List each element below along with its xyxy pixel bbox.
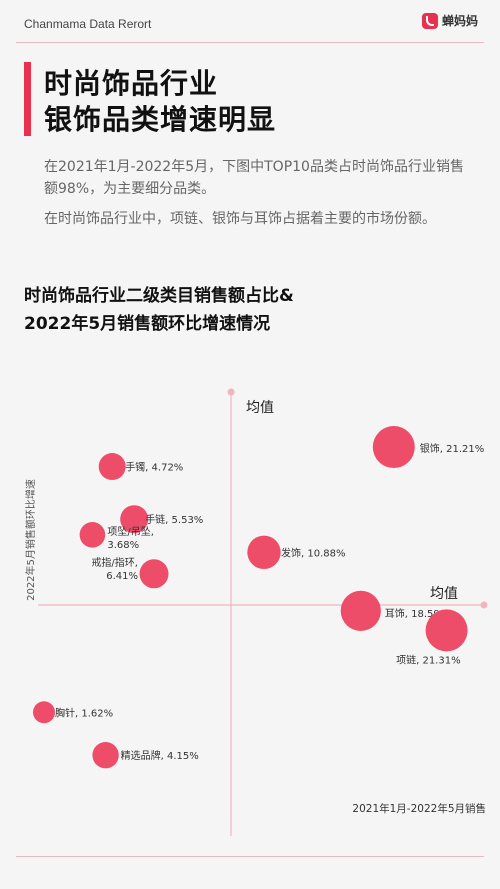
logo-icon [421, 12, 438, 29]
x-mean-label: 均值 [430, 586, 458, 602]
logo-text: 蝉妈妈 [441, 14, 478, 28]
description-paragraph-1: 在2021年1月-2022年5月，下图中TOP10品类占时尚饰品行业销售额98%… [44, 159, 464, 197]
title-accent-bar [24, 62, 31, 136]
chart-title-line-2: 2022年5月销售额环比增速情况 [24, 314, 271, 334]
bubble-label: 胸针, 1.62% [55, 706, 113, 719]
bubble-label: 银饰, 21.21% [420, 442, 485, 455]
y-axis-end-dot [227, 388, 235, 396]
bubble-point [425, 609, 468, 652]
description-paragraph-2: 在时尚饰品行业中，项链、银饰与耳饰占据着主要的市场份额。 [44, 211, 436, 227]
x-axis-end-dot [480, 601, 488, 609]
bubble-point [120, 505, 149, 534]
x-axis-title: 2021年1月-2022年5月销售 [352, 802, 486, 815]
bubble-point [247, 535, 281, 570]
bubble-point [98, 453, 126, 481]
page-title-line-1: 时尚饰品行业 [44, 67, 219, 100]
brand-name: Chanmama Data Rerort [24, 17, 152, 31]
bubble-label: 手镯, 4.72% [125, 461, 183, 474]
page-title-line-2: 银饰品类增速明显 [44, 103, 277, 136]
logo: 蝉妈妈 [421, 12, 478, 29]
y-mean-label: 均值 [246, 400, 274, 416]
chart-title-line-1: 时尚饰品行业二级类目销售额占比& [24, 286, 294, 306]
bubble-label: 戒指/指环, 6.41% [91, 556, 138, 582]
bubble-point [340, 590, 381, 631]
top-divider [16, 42, 484, 43]
bubble-point [79, 522, 106, 548]
bubble-point [33, 701, 55, 724]
bubble-label: 精选品牌, 4.15% [121, 749, 199, 762]
y-axis-title: 2022年5月销售额环比增速 [24, 479, 37, 601]
bubble-point [139, 559, 169, 589]
bubble-point [372, 426, 415, 469]
bubble-label: 手链, 5.53% [145, 513, 203, 526]
bubble-label: 发饰, 10.88% [281, 546, 346, 559]
bottom-divider [16, 856, 484, 857]
bubble-label: 项坠/吊坠, 3.68% [107, 526, 154, 551]
bubble-label: 项链, 21.31% [396, 653, 461, 666]
bubble-point [92, 741, 119, 769]
